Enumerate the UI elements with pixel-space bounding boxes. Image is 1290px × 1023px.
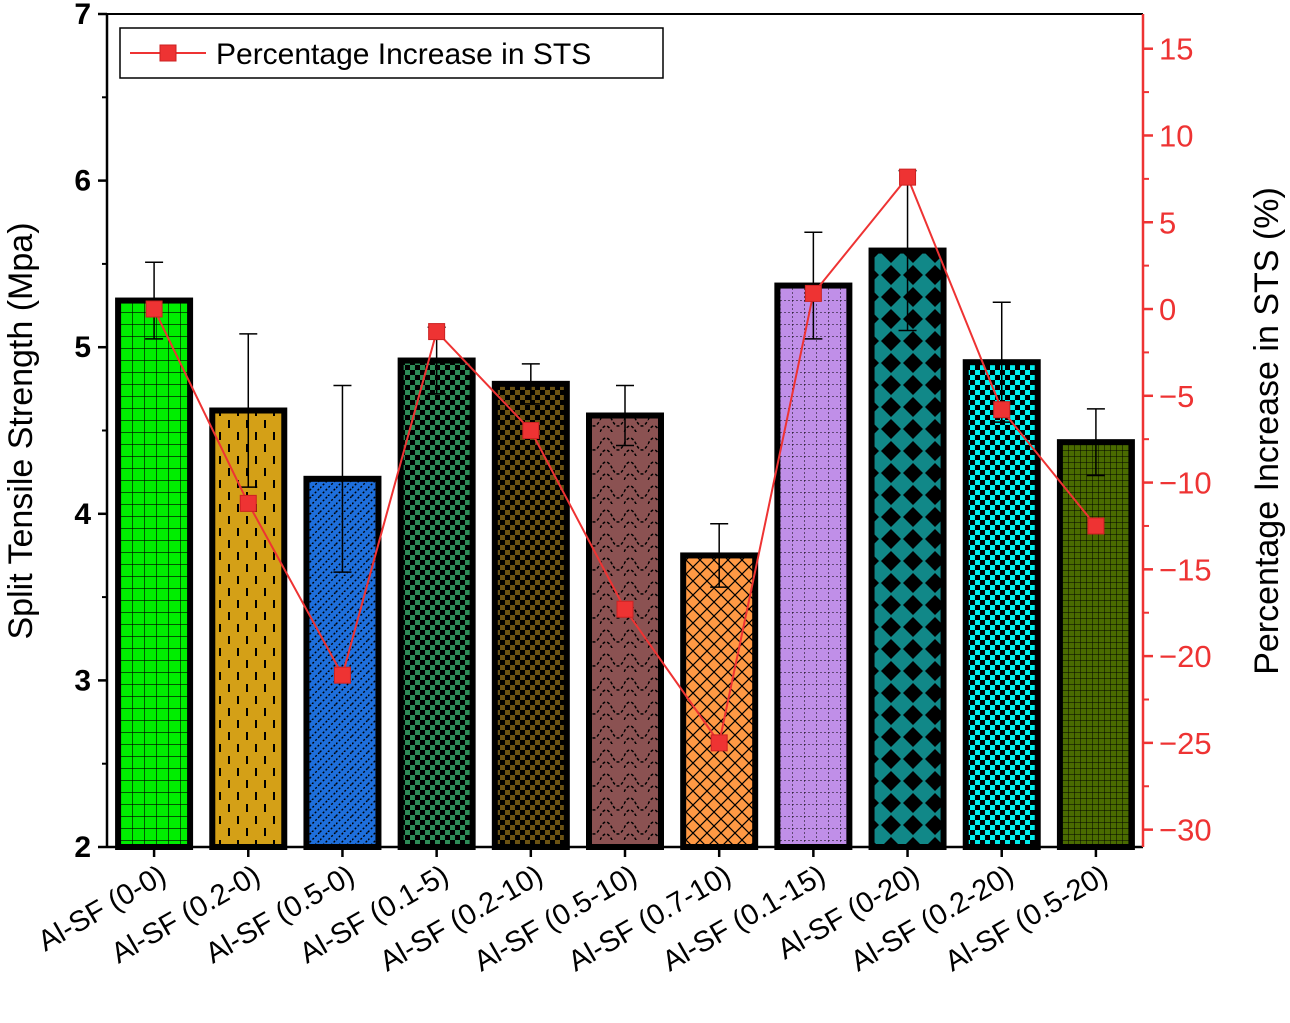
percent-point-5 bbox=[616, 600, 634, 618]
legend-marker bbox=[159, 44, 177, 62]
y2-tick-label: −15 bbox=[1159, 552, 1212, 587]
y-tick-label: 6 bbox=[74, 165, 91, 198]
percent-point-3 bbox=[428, 323, 446, 341]
error-bar-1 bbox=[239, 333, 258, 488]
y2-tick-label: −20 bbox=[1159, 639, 1212, 674]
legend: Percentage Increase in STS bbox=[119, 27, 664, 79]
bar-10 bbox=[1056, 439, 1135, 850]
percent-point-2 bbox=[333, 666, 351, 684]
bar-0 bbox=[115, 297, 194, 850]
percent-line-layer bbox=[145, 168, 1105, 752]
percent-point-7 bbox=[804, 284, 822, 302]
error-bar-2 bbox=[333, 384, 352, 573]
error-bar-4 bbox=[521, 363, 540, 405]
y-tick-label: 4 bbox=[74, 498, 91, 531]
y2-tick-label: 15 bbox=[1159, 32, 1193, 67]
bar-6 bbox=[680, 552, 759, 850]
y-tick-label: 7 bbox=[74, 0, 91, 31]
bars-layer bbox=[115, 247, 1135, 851]
y-tick-label: 3 bbox=[74, 664, 91, 697]
error-bar-6 bbox=[710, 523, 729, 588]
legend-box bbox=[119, 27, 664, 79]
legend-label: Percentage Increase in STS bbox=[216, 38, 591, 71]
bar-8 bbox=[868, 247, 947, 850]
error-bar-5 bbox=[616, 384, 634, 447]
y2-tick-label: −30 bbox=[1159, 813, 1212, 848]
y2-tick-label: −10 bbox=[1159, 466, 1212, 501]
percent-point-4 bbox=[522, 422, 540, 439]
bar-4 bbox=[491, 380, 570, 850]
percent-point-10 bbox=[1087, 517, 1105, 535]
percent-point-9 bbox=[993, 401, 1011, 419]
y2-tick-label: −5 bbox=[1159, 379, 1194, 414]
bar-7 bbox=[774, 282, 853, 851]
y2-tick-label: 5 bbox=[1159, 205, 1176, 240]
y2-tick-label: −25 bbox=[1159, 726, 1212, 761]
y2-tick-label: 10 bbox=[1159, 118, 1193, 153]
percent-point-6 bbox=[710, 734, 728, 752]
percent-point-8 bbox=[899, 168, 917, 186]
y-axis-title: Split Tensile Strength (Mpa) bbox=[2, 222, 40, 639]
x-tick-label: Al-SF (0.5-20) bbox=[940, 859, 1114, 978]
y2-axis-title: Percentage Increase in STS (%) bbox=[1248, 187, 1286, 675]
bar-5 bbox=[586, 412, 664, 850]
bar-9 bbox=[962, 359, 1041, 850]
bar-3 bbox=[397, 357, 476, 850]
y-tick-label: 5 bbox=[74, 331, 91, 364]
percent-point-1 bbox=[239, 494, 257, 512]
error-bar-10 bbox=[1086, 408, 1105, 477]
y-tick-label: 2 bbox=[74, 831, 91, 864]
percent-point-0 bbox=[145, 300, 163, 318]
y2-tick-label: 0 bbox=[1159, 292, 1176, 327]
